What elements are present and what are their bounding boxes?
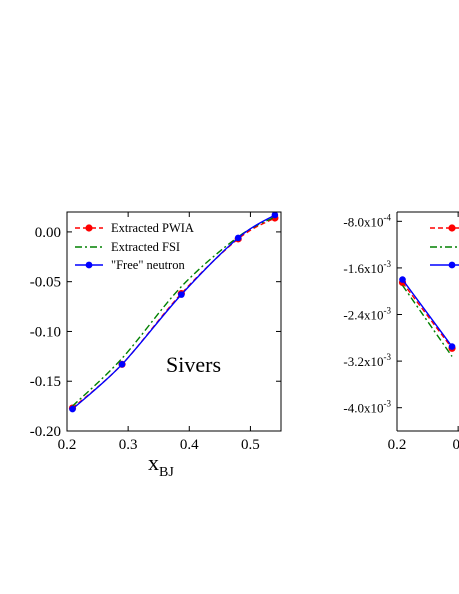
x-axis-label-main: x — [148, 450, 159, 475]
second-y-tick-label: -2.4x10-3 — [343, 306, 391, 323]
sivers-x-tick-label: 0.5 — [241, 437, 260, 453]
legend-label-free-neutron: "Free" neutron — [111, 258, 185, 272]
sivers-y-tick-label: 0.00 — [35, 225, 61, 241]
second-point-2-0 — [399, 276, 406, 283]
legend-item-free-neutron: "Free" neutron — [75, 258, 185, 272]
sivers-axes: 0.2 0.3 0.4 0.5 -0.20 -0.15 -0.10 -0.05 0.00 — [30, 212, 281, 453]
sivers-annotation: Sivers — [166, 352, 221, 377]
legend-label-pwia: Extracted PWIA — [111, 221, 194, 235]
sivers-point-2-3 — [234, 234, 242, 242]
second-legend-partial — [430, 224, 459, 269]
sivers-y-tick-label: -0.05 — [30, 275, 61, 291]
sivers-point-2-4 — [271, 211, 279, 219]
sivers-series-line-1 — [72, 216, 276, 407]
second-series-group — [398, 276, 456, 357]
sivers-plot-frame — [66, 211, 282, 432]
second-y-tick-label: -4.0x10-3 — [343, 399, 391, 416]
sivers-x-tick-label: 0.4 — [180, 437, 199, 453]
legend-item-pwia: Extracted PWIA — [75, 221, 194, 235]
sivers-x-tick-label: 0.3 — [119, 437, 138, 453]
second-y-tick-label: -8.0x10-4 — [343, 212, 391, 229]
second-axes: 0.2 0. -8.0x10-4 -1.6x10-3 -2.4x10-3 -3.2x10-… — [343, 212, 459, 453]
sivers-x-tick-label: 0.2 — [58, 437, 77, 453]
second-x-tick-label: 0. — [453, 437, 459, 453]
sivers-panel: 0.2 0.3 0.4 0.5 -0.20 -0.15 -0.10 -0.05 0.00 Ext… — [30, 211, 282, 480]
second-series-line-2 — [401, 279, 453, 347]
sivers-legend: Extracted PWIA Extracted FSI "Free" neut… — [75, 221, 194, 272]
x-axis-label: xBJ — [148, 450, 174, 480]
second-point-2-1 — [448, 343, 456, 350]
second-series-line-0 — [401, 282, 453, 349]
second-y-tick-label: -1.6x10-3 — [343, 259, 391, 276]
sivers-y-tick-label: -0.15 — [30, 374, 61, 390]
sivers-point-2-2 — [178, 291, 185, 298]
sivers-y-tick-label: -0.10 — [30, 324, 61, 340]
sivers-series-group — [68, 211, 279, 413]
legend-label-fsi: Extracted FSI — [111, 240, 180, 254]
sivers-point-2-1 — [118, 361, 126, 368]
x-axis-label-subscript: BJ — [159, 465, 174, 480]
second-x-tick-label: 0.2 — [388, 437, 407, 453]
second-panel: 0.2 0. -8.0x10-4 -1.6x10-3 -2.4x10-3 -3.2x10-… — [343, 211, 459, 453]
sivers-y-tick-label: -0.20 — [30, 424, 61, 440]
second-series-line-1 — [401, 284, 453, 357]
second-y-tick-label: -3.2x10-3 — [343, 352, 391, 369]
sivers-point-2-0 — [69, 405, 76, 413]
legend-item-fsi: Extracted FSI — [75, 240, 180, 254]
